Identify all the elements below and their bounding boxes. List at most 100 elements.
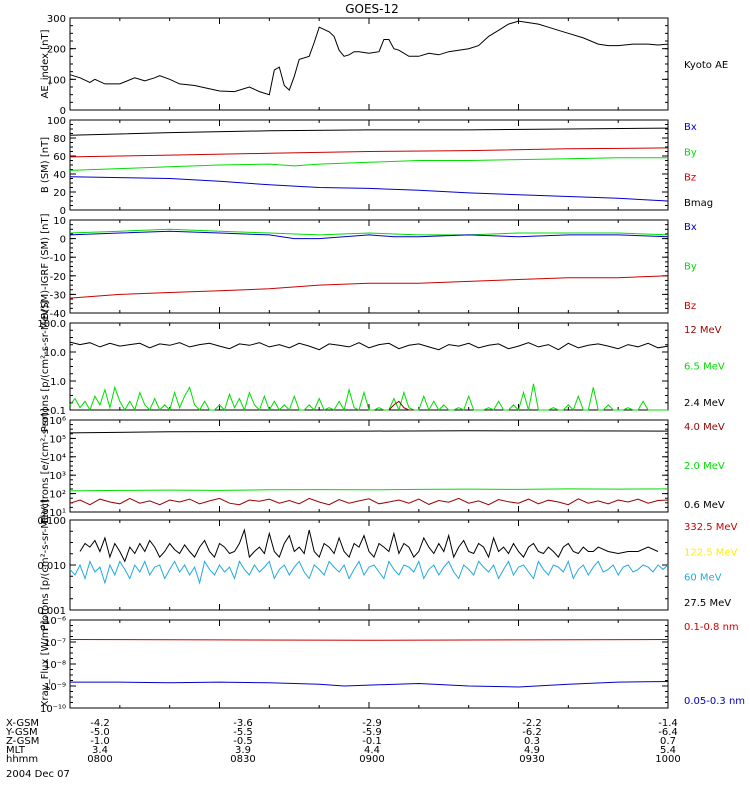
y-tick-label: 10⁵ xyxy=(49,434,66,445)
y-tick-label: 0.100 xyxy=(37,516,66,527)
legend-entry: Bx xyxy=(684,222,697,233)
y-tick-label: -40 xyxy=(50,309,66,320)
panel-b: 0 20 40 60 80 100 B (SM) [nT] Bx By Bz Bmag xyxy=(40,116,713,217)
footer-value: 0.7 xyxy=(660,736,676,747)
series-line-bx xyxy=(69,176,669,202)
series-line-0-1-0-8-nm xyxy=(69,639,669,641)
footer-row-label: Y-GSM xyxy=(5,727,38,738)
legend-entry: Kyoto AE xyxy=(684,60,728,71)
footer-value: 3.4 xyxy=(92,745,108,756)
footer-value: -5.5 xyxy=(233,727,253,738)
y-tick-label: 10.0 xyxy=(44,348,66,359)
footer-value: 0930 xyxy=(519,754,544,765)
legend-entry: 4.0 MeV xyxy=(684,422,725,433)
y-axis-label: B(SM)-IGRF (SM) [nT] xyxy=(40,213,51,319)
y-tick-label: 10⁻⁶ xyxy=(44,616,66,627)
panel-dbb: -40 -30 -20 -10 0 10B(SM)-IGRF (SM) [nT] Bx By B… xyxy=(40,213,697,320)
legend-entry: Bz xyxy=(684,173,696,184)
legend-entry: 0.1-0.8 nm xyxy=(684,622,739,633)
series-line-bz xyxy=(69,147,669,158)
y-tick-label: 0.010 xyxy=(37,561,66,572)
y-tick-label: 10⁻¹⁰ xyxy=(40,704,66,715)
panel-ae: 0 100 200 300 AE_index [nT] Kyoto AE xyxy=(40,14,728,117)
footer-value: 0900 xyxy=(359,754,384,765)
panel-frame xyxy=(69,419,669,513)
y-tick-label: 10¹ xyxy=(49,508,66,519)
footer-value: 1000 xyxy=(655,754,680,765)
y-tick-label: 100 xyxy=(47,75,66,86)
panel-frame xyxy=(69,219,669,314)
y-tick-label: 1.0 xyxy=(50,377,66,388)
footer-row-label: Z-GSM xyxy=(6,736,39,747)
y-axis-label: Protons [p/(cm²-s-sr-MeV)] xyxy=(40,499,51,631)
series-line-2-4-mev xyxy=(69,341,669,351)
y-tick-label: 0.1 xyxy=(50,406,66,417)
y-axis-label: B (SM) [nT] xyxy=(40,137,51,193)
y-tick-label: 10² xyxy=(49,490,66,501)
y-tick-label: 80 xyxy=(53,134,66,145)
footer-value: 4.9 xyxy=(524,745,540,756)
footer-value: -5.0 xyxy=(90,727,110,738)
footer-value: -5.9 xyxy=(362,727,382,738)
footer-row-label: MLT xyxy=(6,745,26,756)
legend-entry: 12 MeV xyxy=(684,325,722,336)
legend-entry: Bmag xyxy=(684,198,713,209)
footer-value: 4.4 xyxy=(364,745,380,756)
y-axis-label: Xray_Flux [W/m²] xyxy=(40,621,51,708)
footer-ephemeris: X-GSM -4.2 -3.6 -2.9 -2.2 -1.4 Y-GSM -5.0 -5.5 -5… xyxy=(5,718,681,780)
footer-row-label: X-GSM xyxy=(6,718,39,729)
legend-entry: 332.5 MeV xyxy=(684,522,738,533)
legend-entry: Bz xyxy=(684,301,696,312)
footer-value: -0.5 xyxy=(233,736,253,747)
footer-value: -2.9 xyxy=(362,718,382,729)
series-line-bz xyxy=(69,275,669,299)
y-tick-label: 60 xyxy=(53,152,66,163)
y-tick-label: 0 xyxy=(60,106,66,117)
legend-entry: 2.4 MeV xyxy=(684,398,725,409)
y-tick-label: -10 xyxy=(50,253,66,264)
series-line-0-05-0-3-nm xyxy=(70,681,669,688)
y-tick-label: 10 xyxy=(53,216,66,227)
series-line-2-0-mev xyxy=(69,488,669,492)
y-tick-label: -20 xyxy=(50,272,66,283)
series-line-bmag xyxy=(69,127,669,136)
y-tick-label: 100.0 xyxy=(37,319,66,330)
y-axis-label: AE_index [nT] xyxy=(40,29,51,98)
footer-value: -2.2 xyxy=(522,718,542,729)
y-tick-label: 0 xyxy=(60,235,66,246)
footer-date: 2004 Dec 07 xyxy=(6,769,70,780)
y-tick-label: 200 xyxy=(47,45,66,56)
panel-frame xyxy=(69,17,669,111)
footer-value: -6.2 xyxy=(522,727,542,738)
legend-entry: 2.0 MeV xyxy=(684,461,725,472)
y-axis-label: Protons [p/(cm²-s-sr-MeV)] xyxy=(40,301,51,433)
legend-entry: 60 MeV xyxy=(684,573,722,584)
y-tick-label: 10⁴ xyxy=(49,453,66,464)
y-tick-label: 10³ xyxy=(49,471,66,482)
y-tick-label: 10⁻⁷ xyxy=(44,638,66,649)
series-line-by xyxy=(69,228,669,236)
series-line-4-0-mev xyxy=(69,497,669,506)
legend-entry: Bx xyxy=(684,122,697,133)
legend-entry: By xyxy=(684,147,697,158)
footer-value: 5.4 xyxy=(660,745,676,756)
legend-entry: 6.5 MeV xyxy=(684,362,725,373)
footer-value: 3.9 xyxy=(235,745,251,756)
plot-title: GOES-12 xyxy=(345,2,399,16)
series-line-kyoto-ae xyxy=(69,20,669,96)
y-tick-label: 10⁶ xyxy=(49,416,66,427)
series-line-27-5-mev xyxy=(79,528,659,563)
panel-frame xyxy=(69,619,669,709)
footer-value: -3.6 xyxy=(233,718,253,729)
y-tick-label: 10⁻⁸ xyxy=(44,660,66,671)
legend-entry: 27.5 MeV xyxy=(684,598,731,609)
y-tick-label: 20 xyxy=(53,188,66,199)
series-line-12-mev xyxy=(388,400,414,411)
footer-value: -1.0 xyxy=(90,736,110,747)
footer-value: -4.2 xyxy=(90,718,110,729)
